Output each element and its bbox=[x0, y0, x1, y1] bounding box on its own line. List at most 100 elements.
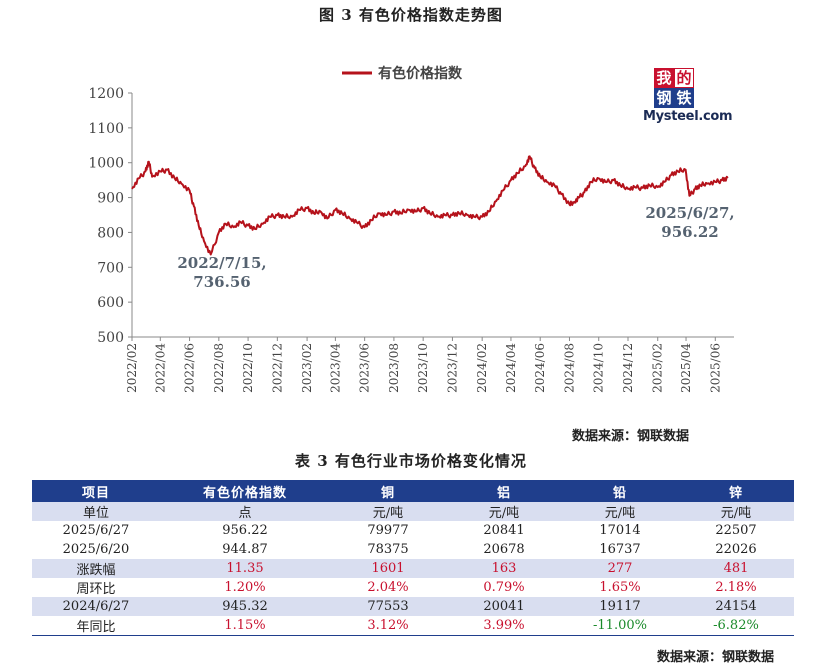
x-tick-label: 2022/08 bbox=[212, 343, 226, 393]
table-cell: 1601 bbox=[330, 559, 446, 578]
series-line-nonferrous-index bbox=[131, 155, 729, 256]
table-cell: 277 bbox=[562, 559, 678, 578]
table-cell: 481 bbox=[678, 559, 794, 578]
x-tick-label: 2023/06 bbox=[358, 343, 372, 393]
table-cell: 1.15% bbox=[160, 616, 330, 636]
table-cell: 20041 bbox=[446, 597, 562, 616]
table-source: 数据来源：钢联数据 bbox=[657, 650, 775, 665]
chart-source: 数据来源：钢联数据 bbox=[572, 429, 690, 444]
row-label-cell: 2025/6/20 bbox=[62, 542, 130, 557]
table-cell: 元/吨 bbox=[446, 502, 562, 521]
logo-char-2: 的 bbox=[674, 68, 694, 88]
x-tick-label: 2024/04 bbox=[504, 343, 518, 393]
table-cell: 17014 bbox=[599, 523, 641, 538]
x-tick-label: 2024/08 bbox=[562, 343, 576, 393]
logo-site-text: Mysteel.com bbox=[643, 109, 733, 124]
x-tick-label: 2022/06 bbox=[183, 343, 197, 393]
row-label-cell: 涨跌幅 bbox=[32, 559, 160, 578]
x-tick-label: 2023/02 bbox=[300, 343, 314, 393]
x-tick-label: 2024/06 bbox=[533, 343, 547, 393]
y-tick-label: 700 bbox=[97, 260, 124, 276]
table-cell: 1.65% bbox=[599, 580, 641, 595]
annotation-label: 2025/6/27, bbox=[645, 204, 734, 222]
y-tick-label: 600 bbox=[97, 295, 124, 311]
table-cell: 3.12% bbox=[330, 616, 446, 636]
table-cell: 11.35 bbox=[160, 559, 330, 578]
table-row: 2025/6/27 956.22 79977 20841 17014 22507 bbox=[32, 521, 794, 540]
x-tick-label: 2023/04 bbox=[328, 343, 342, 393]
annotation-label: 956.22 bbox=[661, 223, 718, 241]
table-cell: 0.79% bbox=[483, 580, 525, 595]
x-tick-label: 2022/02 bbox=[125, 343, 139, 393]
header-item: 项目 bbox=[32, 480, 160, 502]
table-row: 年同比 1.15% 3.12% 3.99% -11.00% -6.82% bbox=[32, 616, 794, 636]
x-tick-label: 2025/06 bbox=[708, 343, 722, 393]
y-tick-label: 1000 bbox=[88, 156, 124, 172]
logo-char-3: 钢 bbox=[654, 88, 674, 108]
logo-char-4: 铁 bbox=[674, 88, 694, 108]
table-cell: 945.32 bbox=[160, 597, 330, 616]
table-header-row: 项目 有色价格指数 铜 铝 铅 锌 bbox=[32, 480, 794, 502]
header-index: 有色价格指数 bbox=[160, 480, 330, 502]
table-cell: 3.99% bbox=[446, 616, 562, 636]
logo-char-1: 我 bbox=[654, 68, 674, 88]
table-title: 表 3 有色行业市场价格变化情况 bbox=[295, 452, 527, 470]
x-tick-label: 2024/10 bbox=[592, 343, 606, 393]
table-cell: 79977 bbox=[367, 523, 409, 538]
header-aluminum: 铝 bbox=[446, 480, 562, 502]
table-cell: 2.04% bbox=[367, 580, 409, 595]
price-change-table: 项目 有色价格指数 铜 铝 铅 锌 单位点元/吨 元/吨 元/吨 元/吨 2025/6/… bbox=[32, 480, 794, 636]
table-cell: 19117 bbox=[562, 597, 678, 616]
price-index-chart: 500 600 700 800 900 1000 1100 1200 2022/02 2022/0… bbox=[88, 65, 734, 393]
x-tick-label: 2023/10 bbox=[416, 343, 430, 393]
x-tick-label: 2025/04 bbox=[679, 343, 693, 393]
x-tick-label: 2022/04 bbox=[153, 343, 167, 393]
row-label-cell: 2024/6/27 bbox=[32, 597, 160, 616]
y-tick-label: 800 bbox=[97, 225, 124, 241]
table-cell: 22026 bbox=[715, 542, 757, 557]
table-cell: 22507 bbox=[715, 523, 757, 538]
annotation-label: 736.56 bbox=[193, 273, 250, 291]
table-row: 涨跌幅 11.35 1601 163 277 481 bbox=[32, 559, 794, 578]
annotation-label: 2022/7/15, bbox=[177, 254, 266, 272]
x-tick-label: 2023/12 bbox=[445, 343, 459, 393]
x-tick-label: 2025/02 bbox=[651, 343, 665, 393]
table-row: 2025/6/20 944.87 78375 20678 16737 22026 bbox=[32, 540, 794, 559]
table-row: 单位点元/吨 元/吨 元/吨 元/吨 bbox=[32, 502, 794, 521]
y-tick-label: 900 bbox=[97, 191, 124, 207]
row-label-cell: 单位 bbox=[32, 502, 160, 521]
table-cell: 点 bbox=[160, 502, 330, 521]
x-tick-label: 2022/12 bbox=[270, 343, 284, 393]
table-cell: -6.82% bbox=[678, 616, 794, 636]
table-cell: 20841 bbox=[483, 523, 525, 538]
table-cell: 77553 bbox=[330, 597, 446, 616]
header-lead: 铅 bbox=[562, 480, 678, 502]
header-zinc: 锌 bbox=[678, 480, 794, 502]
row-label-cell: 周环比 bbox=[76, 582, 116, 597]
table-cell: 1.20% bbox=[224, 580, 266, 595]
x-tick-label: 2024/12 bbox=[621, 343, 635, 393]
table-cell: 78375 bbox=[367, 542, 409, 557]
table-cell: 元/吨 bbox=[330, 502, 446, 521]
x-tick-label: 2023/08 bbox=[387, 343, 401, 393]
table-cell: 24154 bbox=[678, 597, 794, 616]
header-copper: 铜 bbox=[330, 480, 446, 502]
x-tick-label: 2024/02 bbox=[475, 343, 489, 393]
table-cell: 20678 bbox=[483, 542, 525, 557]
row-label-cell: 年同比 bbox=[32, 616, 160, 636]
x-tick-label: 2022/10 bbox=[241, 343, 255, 393]
table-cell: 16737 bbox=[599, 542, 641, 557]
table-cell: 元/吨 bbox=[678, 502, 794, 521]
y-tick-label: 1100 bbox=[88, 121, 124, 137]
table-cell: 2.18% bbox=[715, 580, 757, 595]
row-label-cell: 2025/6/27 bbox=[62, 523, 130, 538]
figure-title: 图 3 有色价格指数走势图 bbox=[319, 6, 503, 24]
table-cell: 163 bbox=[446, 559, 562, 578]
table-row: 周环比 1.20% 2.04% 0.79% 1.65% 2.18% bbox=[32, 578, 794, 597]
y-tick-label: 1200 bbox=[88, 86, 124, 102]
mysteel-logo: 我 的 钢 铁 Mysteel.com bbox=[640, 68, 733, 130]
table-cell: 944.87 bbox=[222, 542, 268, 557]
legend-label: 有色价格指数 bbox=[378, 65, 463, 82]
table-cell: -11.00% bbox=[562, 616, 678, 636]
y-tick-label: 500 bbox=[97, 330, 124, 346]
